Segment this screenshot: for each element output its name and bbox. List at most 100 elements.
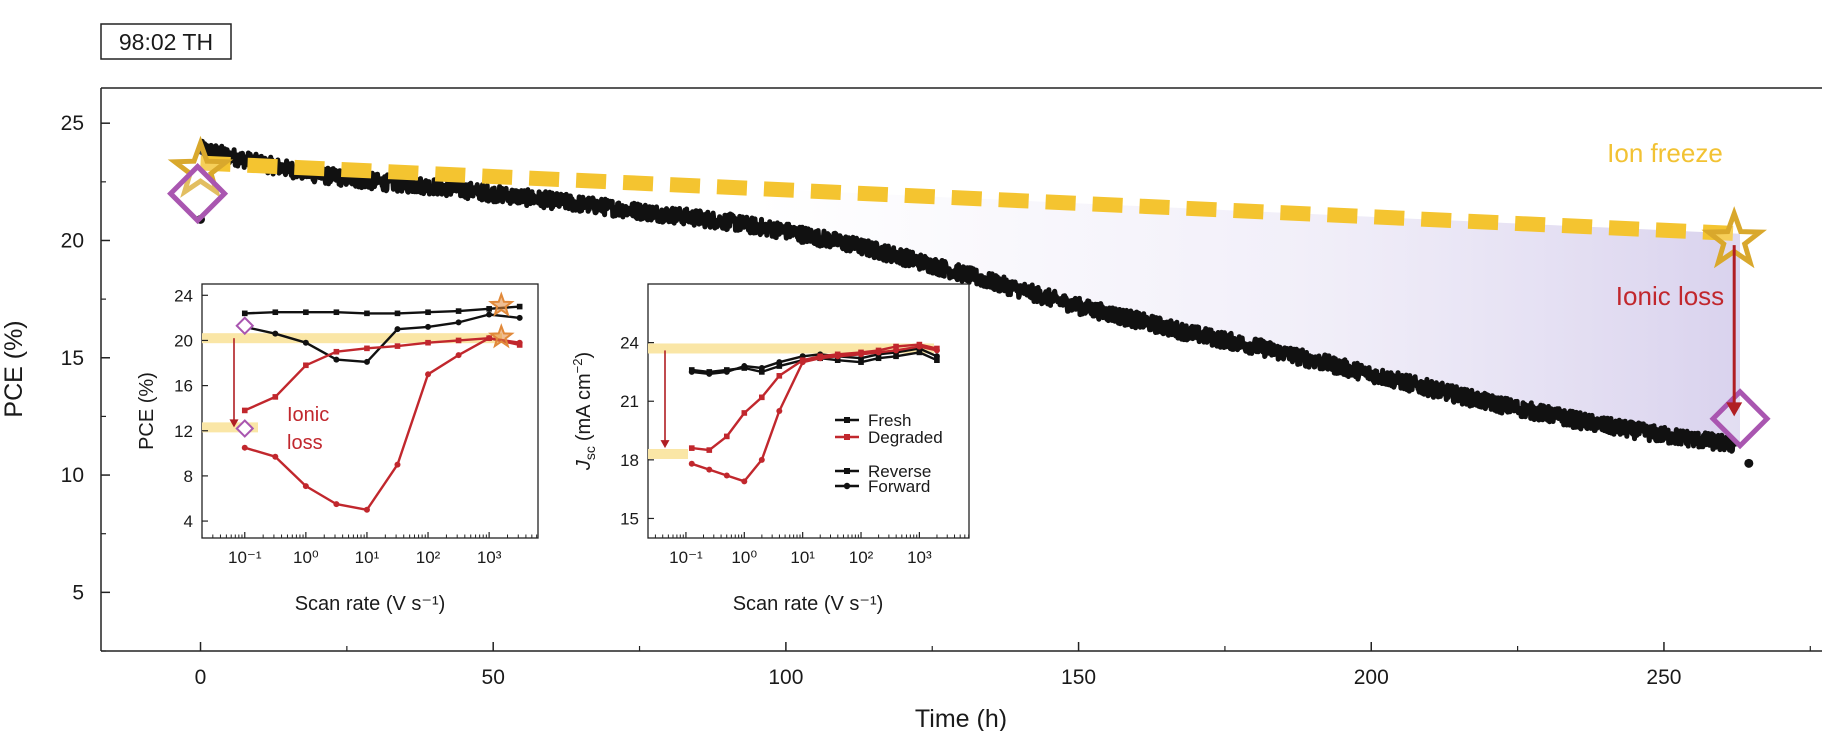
- inset-pce-y-axis-title: PCE (%): [136, 372, 158, 450]
- inset-jsc-legend-label-3: Forward: [868, 477, 930, 496]
- ion-freeze-label: Ion freeze: [1607, 138, 1723, 168]
- inset-jsc-series-3-point: [834, 353, 841, 360]
- jsc-subscript: sc: [582, 446, 598, 460]
- inset-jsc-loss-arrow-head: [660, 440, 670, 449]
- inset-jsc-series-2-point: [723, 433, 730, 440]
- inset-jsc-legend-marker-1: [844, 434, 850, 440]
- inset-jsc-x-axis-title: Scan rate (V s⁻¹): [733, 593, 884, 615]
- inset-pce-series-2-point: [333, 348, 340, 355]
- inset-pce-series-0-point: [303, 309, 309, 316]
- inset-jsc-series-1-point: [776, 359, 783, 366]
- main-x-axis-title: Time (h): [915, 705, 1007, 731]
- inset-pce-series-3-point: [516, 339, 523, 346]
- main-x-tick-label-150: 150: [1061, 666, 1096, 689]
- condition-badge-text: 98:02 TH: [119, 29, 213, 55]
- inset-jsc-series-3-point: [758, 456, 765, 463]
- inset-ionic-label-line2: loss: [287, 432, 323, 454]
- inset-jsc-series-3-point: [741, 478, 748, 485]
- jsc-unit-exponent: −2: [570, 359, 585, 374]
- inset-jsc-series-3-point: [688, 460, 695, 467]
- jsc-unit: (mA cm: [573, 373, 595, 441]
- inset-pce-series-1-point: [363, 358, 370, 365]
- outlier-point-1: [1744, 458, 1754, 468]
- inset-pce-x-axis-title: Scan rate (V s⁻¹): [295, 593, 446, 615]
- inset-jsc-series-2-point: [741, 410, 748, 416]
- inset-pce-y-tick-label-8: 8: [184, 467, 193, 486]
- ionic-loss-arrow-head: [1726, 402, 1743, 417]
- inset-pce-series-3-point: [333, 501, 340, 508]
- inset-jsc-series-3-point: [776, 408, 783, 414]
- inset-jsc-series-3-point: [799, 359, 806, 366]
- inset-pce-series-2-point: [241, 407, 248, 414]
- ionic-loss-arrow: [1726, 245, 1743, 417]
- inset-pce-series-2-point: [272, 394, 279, 400]
- inset-pce-series-3-point: [272, 453, 279, 460]
- inset-jsc-frame: [647, 283, 970, 539]
- inset-pce-star-marker-3: [488, 323, 515, 349]
- inset-pce-series-2-point: [394, 343, 401, 349]
- inset-jsc-series-0-point: [875, 355, 882, 362]
- inset-jsc-y-tick-label-18: 18: [620, 451, 639, 470]
- inset-jsc-series-2-point: [706, 447, 713, 453]
- inset-pce-series-2-point: [425, 339, 431, 346]
- inset-pce-series-1-point: [486, 311, 493, 318]
- inset-pce-series-0-point: [272, 309, 279, 316]
- inset-jsc-series-3-point: [858, 351, 865, 358]
- inset-jsc-x-tick-label-1: 10⁰: [731, 548, 757, 567]
- main-y-tick-label-5: 5: [72, 581, 84, 604]
- inset-pce-highlight-band-1: [202, 422, 258, 433]
- inset-pce-series-0-point: [333, 309, 340, 316]
- inset-jsc-series-1-point: [758, 365, 765, 372]
- inset-pce-series-3-point: [394, 461, 401, 468]
- inset-pce-series-1-point: [455, 319, 462, 326]
- inset-pce-series-line-1: [244, 313, 520, 364]
- inset-pce-diamond-marker-0: [235, 316, 255, 336]
- inset-jsc-highlight-band-1: [648, 448, 688, 459]
- inset-jsc-series-3-point: [933, 347, 940, 354]
- main-x-tick-label-0: 0: [195, 666, 207, 689]
- inset-pce-series-1-point: [394, 326, 401, 333]
- inset-pce-x-tick-label-2: 10¹: [355, 548, 380, 567]
- inset-pce-series-line-2: [244, 337, 520, 412]
- inset-pce-series-1-point: [272, 330, 279, 337]
- inset-pce-series-3-point: [455, 352, 462, 359]
- inset-pce-series-2-point: [455, 337, 462, 344]
- inset-jsc-series-2-point: [893, 343, 899, 350]
- inset-jsc-series-3-point: [723, 472, 730, 479]
- inset-pce-series-3-point: [241, 444, 248, 451]
- inset-jsc-series-2-point: [688, 445, 695, 451]
- jsc-unit-close: ): [573, 352, 595, 359]
- main-markers: [167, 135, 1771, 450]
- main-y-tick-label-15: 15: [61, 347, 84, 370]
- main-x-tick-label-50: 50: [482, 666, 505, 689]
- inset-jsc-series-0-point: [916, 349, 923, 356]
- inset-pce-series-3-point: [425, 371, 432, 378]
- inset-jsc-series-0-point: [759, 369, 765, 375]
- inset-jsc-y-axis-title: Jsc (mA cm−2): [570, 352, 598, 471]
- inset-jsc-series-1-point: [688, 368, 695, 375]
- main-y-tick-label-25: 25: [61, 112, 84, 135]
- inset-jsc-x-tick-label-3: 10²: [849, 548, 874, 567]
- inset-pce-x-tick-label-4: 10³: [477, 548, 502, 567]
- ionic-loss-shaded-area: [756, 188, 1740, 445]
- ion-freeze-dashed-line: [200, 155, 1735, 241]
- inset-jsc-legend-label-1: Degraded: [868, 428, 943, 447]
- inset-jsc-series-1-point: [741, 363, 748, 370]
- inset-ionic-label-line1: Ionic: [287, 404, 329, 426]
- main-diamond-marker-3: [1709, 388, 1771, 450]
- inset-jsc-highlight-band-0: [648, 343, 934, 354]
- inset-pce-x-tick-label-1: 10⁰: [293, 548, 319, 567]
- inset-pce-series-0-point: [241, 310, 248, 317]
- main-diamond-marker-1: [167, 163, 229, 225]
- inset-pce-series-0-point: [455, 308, 462, 314]
- main-x-tick-label-100: 100: [768, 666, 803, 689]
- main-ticks: 0 50 100 150 200 250 5 10 15 20 25: [61, 112, 1811, 689]
- inset-jsc-series-3-point: [875, 349, 882, 356]
- inset-jsc-series-1-point: [706, 370, 713, 377]
- inset-jsc-series-0-point: [834, 357, 841, 363]
- inset-pce-y-tick-label-12: 12: [174, 422, 193, 441]
- main-y-tick-label-20: 20: [61, 229, 84, 252]
- inset-jsc-series-line-2: [691, 343, 938, 452]
- inset-jsc-legend-marker-2: [844, 468, 850, 474]
